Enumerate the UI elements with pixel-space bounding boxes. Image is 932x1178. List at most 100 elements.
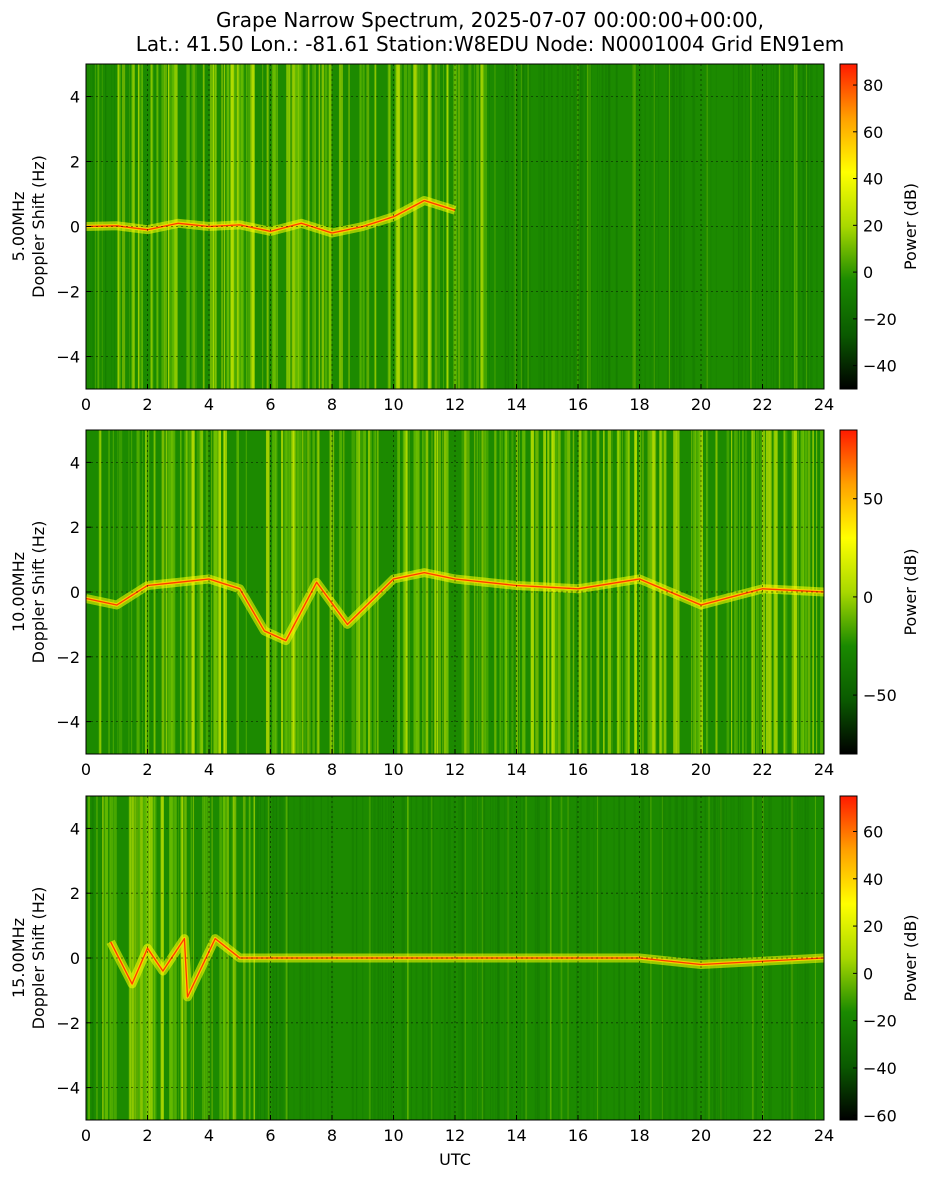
heatmap-streak [527,64,529,389]
x-tick-label: 22 [752,760,772,779]
x-tick-label: 0 [81,395,91,414]
x-tick-label: 20 [691,760,711,779]
x-tick-label: 2 [142,1126,152,1145]
x-tick-label: 10 [383,1126,403,1145]
heatmap-streak [402,430,406,754]
heatmap-streak [708,796,710,1120]
heatmap-streak [713,796,715,1120]
heatmap-streak [617,430,620,754]
heatmap-streak [302,430,306,754]
heatmap-streak [192,796,195,1120]
heatmap-streak [714,796,716,1120]
heatmap-streak [465,430,467,754]
heatmap-streak [464,430,467,754]
heatmap-streak [598,64,600,389]
y-axis-label-frequency: 5.00MHz [9,192,28,262]
heatmap-streak [329,430,333,754]
heatmap-streak [218,430,222,754]
heatmap-streak [748,64,751,389]
heatmap-streak [548,64,550,389]
heatmap-streak [223,430,225,754]
x-tick-label: 14 [506,760,526,779]
x-tick-label: 6 [265,395,275,414]
x-tick-label: 18 [629,1126,649,1145]
heatmap-streak [667,64,669,389]
heatmap-streak [574,64,576,389]
y-tick-label: 0 [70,583,80,602]
heatmap-streak [438,430,442,754]
heatmap-streak [179,430,182,754]
heatmap-streak [213,430,218,754]
x-tick-label: 2 [142,395,152,414]
heatmap-streak [738,796,740,1120]
y-tick-label: −2 [56,283,80,302]
heatmap-streak [639,64,642,389]
heatmap-streak [338,64,341,389]
heatmap-streak [694,64,696,389]
heatmap-streak [222,796,226,1120]
heatmap-streak [199,430,201,754]
heatmap-streak [397,430,400,754]
heatmap-streak [396,64,400,389]
heatmap-streak [364,430,366,754]
x-tick-label: 12 [445,1126,465,1145]
x-tick-label: 4 [204,760,214,779]
x-tick-label: 12 [445,760,465,779]
heatmap-streak [745,64,747,389]
heatmap-streak [453,64,457,389]
heatmap-streak [777,64,780,389]
heatmap-streak [272,430,277,754]
heatmap-streak [499,430,502,754]
heatmap-streak [529,64,531,389]
heatmap-streak [670,64,672,389]
x-tick-label: 0 [81,760,91,779]
heatmap-streak [196,430,200,754]
heatmap-streak [580,64,582,389]
colorbar-tick-label: 50 [863,490,883,509]
x-tick-label: 10 [383,395,403,414]
heatmap-streak [523,64,525,389]
heatmap-streak [168,430,172,754]
heatmap-streak [527,64,530,389]
heatmap-streak [649,64,651,389]
x-tick-label: 18 [629,395,649,414]
colorbar-tick-label: −40 [863,1059,897,1078]
colorbar [839,795,858,1121]
y-axis-label-doppler: Doppler Shift (Hz) [29,155,48,298]
heatmap-streak [754,64,756,389]
heatmap-streak [572,64,575,389]
heatmap-streak [749,64,751,389]
heatmap-streak [722,796,725,1120]
heatmap-streak [507,64,509,389]
heatmap-streak [166,430,170,754]
colorbar-tick-label: −50 [863,686,897,705]
colorbar-tick-label: −40 [863,357,897,376]
heatmap-streak [153,430,156,754]
y-axis-label-frequency: 15.00MHz [9,918,28,998]
x-tick-label: 4 [204,395,214,414]
heatmap-streak [368,430,371,754]
heatmap-streak [403,64,408,389]
heatmap-streak [649,430,652,754]
heatmap-streak [339,430,343,754]
heatmap-streak [177,796,179,1120]
heatmap-streak [333,430,335,754]
heatmap-streak [542,64,545,389]
heatmap-streak [480,64,482,389]
heatmap-streak [683,64,685,389]
heatmap-streak [710,64,712,389]
x-tick-label: 22 [752,395,772,414]
heatmap-streak [588,64,590,389]
heatmap-streak [653,64,655,389]
heatmap-streak [473,64,476,389]
x-tick-label: 20 [691,395,711,414]
heatmap-streak [807,64,809,389]
heatmap-streak [678,64,681,389]
heatmap-streak [551,430,555,754]
x-tick-label: 24 [814,1126,834,1145]
heatmap-streak [627,430,630,754]
heatmap-streak [579,64,581,389]
figure-title-line1: Grape Narrow Spectrum, 2025-07-07 00:00:… [216,8,764,32]
colorbar [839,429,858,755]
heatmap-streak [217,430,219,754]
